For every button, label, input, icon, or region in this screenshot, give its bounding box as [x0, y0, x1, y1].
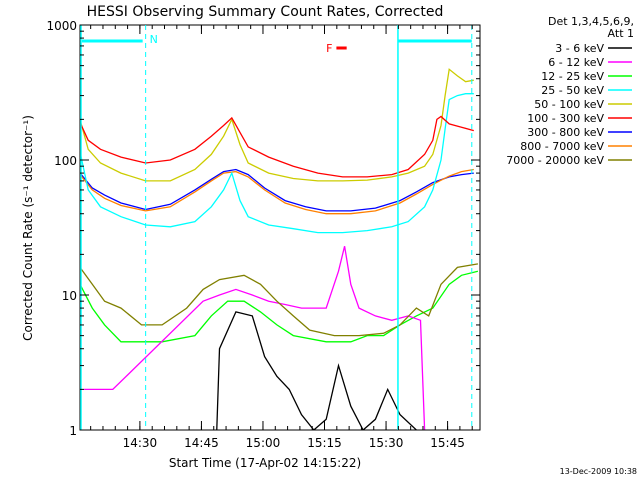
y-tick-label: 100	[54, 154, 77, 168]
legend-label-50-100-kev: 50 - 100 keV	[534, 98, 604, 111]
legend-label-6-12-kev: 6 - 12 keV	[548, 56, 604, 69]
y-tick-label: 1000	[46, 19, 77, 33]
series-line-800-7000-kev	[80, 168, 474, 215]
series-line-12-25-kev	[80, 270, 479, 343]
x-tick-label: 15:15	[307, 436, 342, 450]
axis-layer: 1 10 100 1000 14:30 14:45 15:00 15:15 15:30 15:45	[46, 19, 480, 450]
series-line-7000-20000-kev	[80, 263, 479, 337]
plot-frame	[79, 24, 481, 431]
legend-label-7000-20000-kev: 7000 - 20000 keV	[506, 154, 604, 167]
y-axis-label: Corrected Count Rate (s⁻¹ detector⁻¹)	[21, 115, 35, 341]
footer-date: 13-Dec-2009 10:38	[560, 467, 637, 476]
x-tick-label: 14:45	[184, 436, 219, 450]
series-line-100-300-kev	[80, 115, 474, 178]
legend-label-100-300-kev: 100 - 300 keV	[527, 112, 604, 125]
x-tick-label: 15:45	[430, 436, 465, 450]
plot-area	[80, 68, 479, 430]
series-line-50-100-kev	[80, 68, 474, 182]
legend-label-300-800-kev: 300 - 800 keV	[527, 126, 604, 139]
series-line-25-50-kev	[80, 93, 474, 234]
night-marker-label: N	[150, 33, 158, 46]
y-tick-label: 1	[69, 424, 77, 438]
x-tick-label: 14:30	[123, 436, 158, 450]
flare-marker-label: F	[326, 42, 332, 55]
legend-label-800-7000-kev: 800 - 7000 keV	[520, 140, 604, 153]
x-axis-label: Start Time (17-Apr-02 14:15:22)	[169, 456, 361, 470]
legend-label-12-25-kev: 12 - 25 keV	[541, 70, 604, 83]
y-tick-label: 10	[62, 289, 77, 303]
series-line-300-800-kev	[80, 168, 474, 212]
series-line-6-12-kev	[84, 246, 426, 430]
marker-layer: NF	[80, 25, 473, 430]
x-tick-label: 15:30	[369, 436, 404, 450]
legend-header-line-1: Det 1,3,4,5,6,9,	[548, 15, 634, 28]
legend-header-line-2: Att 1	[608, 27, 634, 40]
chart-title: HESSI Observing Summary Count Rates, Cor…	[87, 4, 444, 20]
legend-label-25-50-kev: 25 - 50 keV	[541, 84, 604, 97]
x-tick-label: 15:00	[246, 436, 281, 450]
legend-label-3-6-kev: 3 - 6 keV	[555, 42, 604, 55]
